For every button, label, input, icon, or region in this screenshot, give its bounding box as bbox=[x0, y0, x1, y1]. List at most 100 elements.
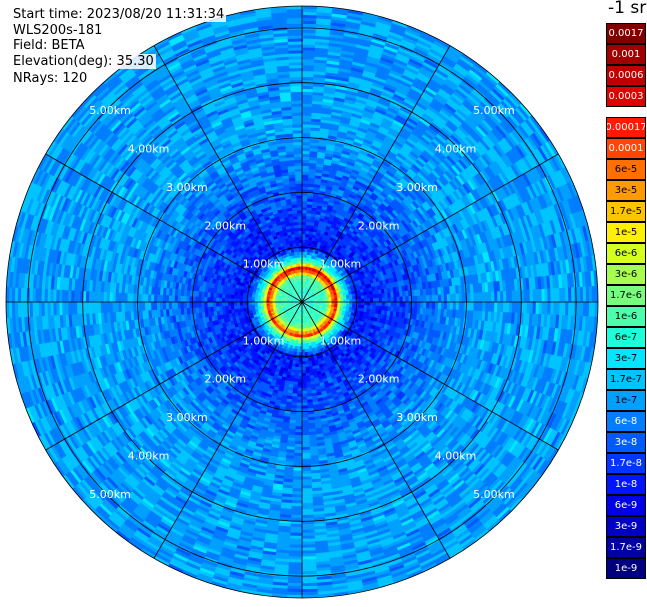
range-gate-cell bbox=[310, 309, 314, 313]
range-gate-cell bbox=[305, 306, 309, 310]
range-gate-cell bbox=[303, 307, 306, 312]
range-gate-cell bbox=[294, 296, 298, 299]
range-gate-cell bbox=[304, 297, 307, 301]
range-gate-cell bbox=[306, 305, 310, 308]
range-gate-cell bbox=[313, 305, 317, 307]
range-gate-cell bbox=[289, 298, 294, 301]
range-gate-cell bbox=[299, 295, 301, 300]
range-gate-cell bbox=[311, 308, 315, 312]
range-gate-cell bbox=[298, 292, 301, 297]
range-gate-cell bbox=[300, 292, 302, 297]
range-gate-cell bbox=[304, 293, 307, 297]
range-gate-cell bbox=[308, 289, 312, 293]
range-gate-cell bbox=[307, 292, 311, 296]
range-gate-cell bbox=[297, 304, 301, 307]
range-gate-cell bbox=[302, 304, 305, 309]
range-gate-cell bbox=[289, 302, 294, 304]
range-gate-cell bbox=[296, 303, 300, 307]
range-gate-cell bbox=[303, 286, 306, 291]
range-gate-cell bbox=[300, 307, 302, 312]
range-gate-cell bbox=[303, 307, 305, 312]
range-gate-cell bbox=[304, 303, 308, 307]
range-gate-cell bbox=[296, 294, 299, 298]
range-gate-cell bbox=[303, 296, 307, 300]
range-gate-cell bbox=[302, 289, 304, 294]
range-gate-cell bbox=[309, 310, 313, 315]
range-gate-cell bbox=[302, 304, 304, 309]
range-gate-cell bbox=[292, 298, 297, 301]
range-gate-cell bbox=[295, 294, 299, 298]
range-gate-cell bbox=[293, 304, 297, 307]
range-gate-cell bbox=[290, 305, 295, 308]
range-gate-cell bbox=[302, 307, 304, 312]
range-gate-cell bbox=[306, 295, 310, 299]
range-gate-cell bbox=[304, 299, 309, 302]
range-gate-cell bbox=[302, 307, 304, 312]
range-gate-cell bbox=[300, 295, 302, 300]
range-gate-cell bbox=[292, 293, 296, 297]
range-gate-cell bbox=[306, 309, 310, 313]
range-gate-cell bbox=[307, 303, 312, 305]
range-gate-cell bbox=[293, 298, 297, 300]
range-gate-cell bbox=[295, 294, 299, 298]
range-gate-cell bbox=[304, 300, 309, 302]
range-gate-cell bbox=[300, 310, 302, 315]
range-gate-cell bbox=[305, 287, 307, 291]
range-gate-cell bbox=[299, 295, 302, 300]
range-gate-cell bbox=[295, 300, 300, 302]
range-gate-cell bbox=[310, 304, 314, 307]
range-gate-cell bbox=[291, 307, 296, 310]
range-gate-cell bbox=[304, 286, 307, 291]
range-gate-cell bbox=[313, 304, 318, 307]
range-gate-cell bbox=[290, 296, 295, 299]
range-gate-cell bbox=[304, 303, 307, 307]
range-gate-cell bbox=[308, 294, 313, 297]
range-gate-cell bbox=[295, 300, 300, 302]
range-gate-cell bbox=[299, 292, 301, 297]
range-gate-cell bbox=[310, 305, 314, 308]
range-gate-cell bbox=[292, 307, 296, 311]
range-gate-cell bbox=[300, 310, 302, 315]
range-gate-cell bbox=[310, 304, 315, 306]
range-gate-cell bbox=[294, 291, 297, 296]
range-gate-cell bbox=[299, 304, 302, 309]
range-gate-cell bbox=[302, 295, 305, 300]
range-gate-cell bbox=[292, 300, 297, 302]
range-gate-cell bbox=[304, 302, 309, 305]
range-gate-cell bbox=[307, 292, 311, 296]
range-gate-cell bbox=[313, 300, 318, 302]
range-gate-cell bbox=[295, 306, 299, 310]
range-gate-cell bbox=[297, 293, 300, 297]
range-gate-cell bbox=[302, 292, 304, 297]
range-gate-cell bbox=[293, 292, 297, 296]
range-gate-cell bbox=[309, 310, 313, 314]
range-gate-cell bbox=[299, 310, 301, 315]
range-gate-cell bbox=[294, 296, 298, 299]
range-gate-cell bbox=[289, 304, 294, 306]
range-gate-cell bbox=[291, 294, 296, 297]
range-gate-cell bbox=[313, 303, 318, 305]
range-gate-cell bbox=[292, 299, 297, 301]
range-gate-cell bbox=[299, 304, 301, 309]
range-gate-cell bbox=[305, 306, 308, 310]
range-gate-cell bbox=[295, 302, 300, 304]
range-gate-cell bbox=[309, 294, 313, 298]
range-gate-cell bbox=[310, 302, 315, 304]
range-gate-cell bbox=[308, 307, 313, 310]
range-gate-cell bbox=[305, 290, 308, 295]
range-gate-cell bbox=[293, 308, 297, 312]
range-gate-cell bbox=[303, 295, 305, 300]
range-gate-cell bbox=[303, 292, 306, 297]
range-gate-cell bbox=[310, 309, 314, 313]
range-gate-cell bbox=[310, 296, 314, 299]
range-gate-cell bbox=[313, 297, 318, 300]
range-gate-cell bbox=[299, 307, 301, 312]
range-gate-cell bbox=[289, 300, 294, 302]
range-gate-cell bbox=[303, 289, 305, 294]
range-gate-cell bbox=[298, 289, 300, 294]
range-gate-cell bbox=[306, 305, 310, 309]
range-gate-cell bbox=[295, 302, 300, 304]
range-gate-cell bbox=[313, 302, 318, 304]
range-gate-cell bbox=[305, 287, 308, 291]
range-gate-cell bbox=[296, 306, 299, 310]
